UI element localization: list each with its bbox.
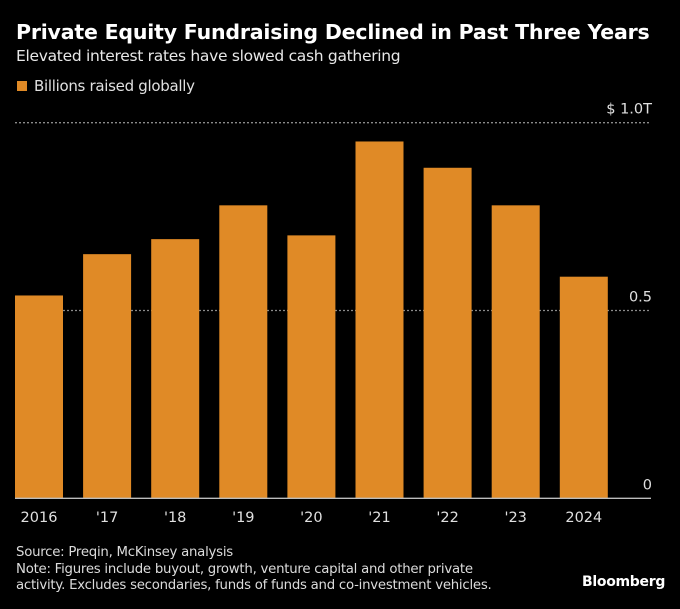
legend-label: Billions raised globally xyxy=(34,77,195,95)
bar-21 xyxy=(355,141,404,499)
bar-2024 xyxy=(559,276,608,499)
x-tick-label: 2016 xyxy=(21,510,58,526)
x-tick-label: '20 xyxy=(300,510,322,526)
y-tick-label: 0.5 xyxy=(629,290,652,306)
note-text-line2: activity. Excludes secondaries, funds of… xyxy=(16,578,492,593)
x-tick-label: 2024 xyxy=(565,510,602,526)
x-tick-label: '21 xyxy=(368,510,390,526)
x-tick-label: '23 xyxy=(504,510,526,526)
x-tick-label: '19 xyxy=(232,510,254,526)
bar-20 xyxy=(287,235,336,499)
x-tick-label: '18 xyxy=(164,510,186,526)
bar-17 xyxy=(83,254,132,499)
bar-18 xyxy=(151,239,200,499)
bar-23 xyxy=(491,205,540,499)
bloomberg-logo: Bloomberg xyxy=(582,574,666,590)
chart-title: Private Equity Fundraising Declined in P… xyxy=(16,20,650,44)
axes: $ 1.0T 0.5 0 2016 '17 '18 '19 '20 '21 '22 '23 2024 xyxy=(15,102,652,526)
legend-swatch xyxy=(17,81,27,91)
source-text: Source: Preqin, McKinsey analysis xyxy=(16,545,233,560)
bar-2016 xyxy=(15,295,63,499)
legend: Billions raised globally xyxy=(17,77,195,95)
y-tick-label: $ 1.0T xyxy=(606,102,652,118)
x-tick-label: '22 xyxy=(436,510,458,526)
y-tick-label: 0 xyxy=(643,477,652,493)
bars xyxy=(15,141,608,499)
bar-19 xyxy=(219,205,268,499)
footer-notes: Source: Preqin, McKinsey analysis Note: … xyxy=(16,545,492,595)
bar-22 xyxy=(423,167,472,499)
chart-subtitle: Elevated interest rates have slowed cash… xyxy=(16,47,401,65)
x-tick-label: '17 xyxy=(96,510,118,526)
note-text-line1: Note: Figures include buyout, growth, ve… xyxy=(16,561,473,577)
